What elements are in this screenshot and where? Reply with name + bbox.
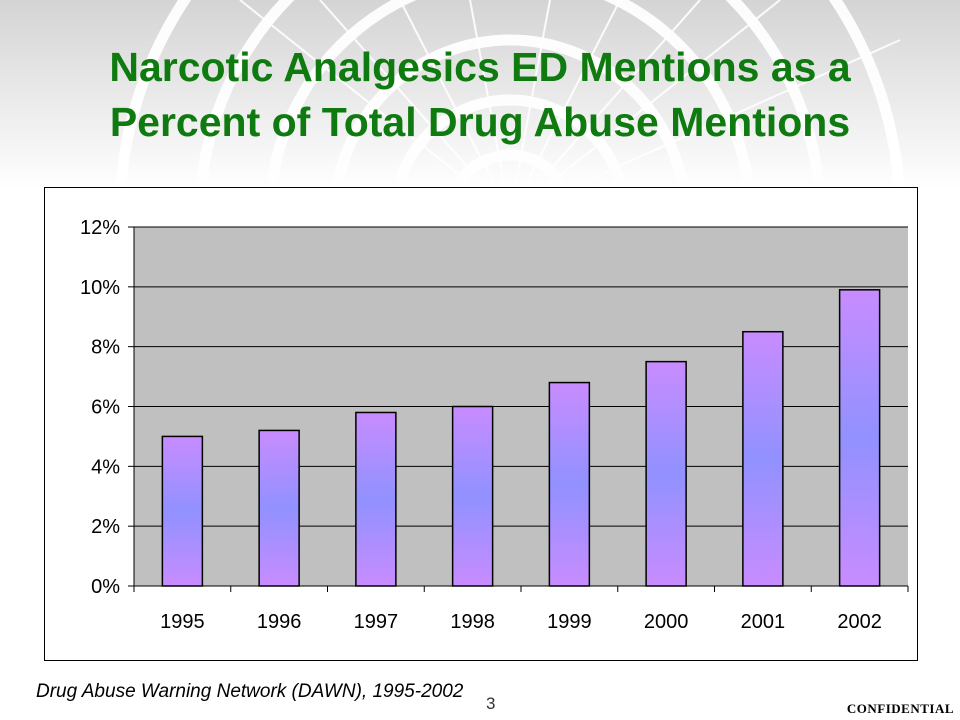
bar-2002 bbox=[838, 289, 881, 587]
x-tick-label-1995: 1995 bbox=[160, 611, 205, 633]
bar-1995 bbox=[161, 435, 204, 587]
y-tick-label-2: 4% bbox=[91, 456, 120, 478]
bar-1998 bbox=[451, 405, 494, 587]
x-tick-label-1996: 1996 bbox=[257, 611, 302, 633]
bar-1996 bbox=[258, 429, 300, 587]
slide-title-line-1: Narcotic Analgesics ED Mentions as a bbox=[109, 44, 851, 90]
x-tick-label-1998: 1998 bbox=[450, 611, 495, 633]
y-tick-label-1: 2% bbox=[91, 516, 120, 538]
x-tick-label-2002: 2002 bbox=[837, 611, 882, 633]
y-tick-label-5: 10% bbox=[80, 277, 120, 299]
x-tick-label-2001: 2001 bbox=[741, 611, 786, 633]
bar-2001 bbox=[742, 330, 784, 587]
y-tick-label-4: 8% bbox=[91, 337, 120, 359]
source-note: Drug Abuse Warning Network (DAWN), 1995-… bbox=[36, 681, 464, 702]
y-tick-label-6: 12% bbox=[80, 217, 120, 239]
slide-title-line-2: Percent of Total Drug Abuse Mentions bbox=[109, 99, 851, 145]
slide-title: Narcotic Analgesics ED Mentions as a Per… bbox=[20, 40, 940, 150]
x-tick-label-1999: 1999 bbox=[547, 611, 592, 633]
x-tick-label-2000: 2000 bbox=[644, 611, 689, 633]
confidential-label: CONFIDENTIAL bbox=[846, 701, 954, 716]
y-tick-label-3: 6% bbox=[91, 397, 120, 419]
y-tick-label-0: 0% bbox=[91, 576, 120, 598]
bar-1997 bbox=[355, 411, 397, 587]
bar-1999 bbox=[548, 381, 591, 587]
x-tick-label-1997: 1997 bbox=[354, 611, 399, 633]
page-number: 3 bbox=[486, 694, 496, 713]
bar-2000 bbox=[645, 360, 687, 587]
